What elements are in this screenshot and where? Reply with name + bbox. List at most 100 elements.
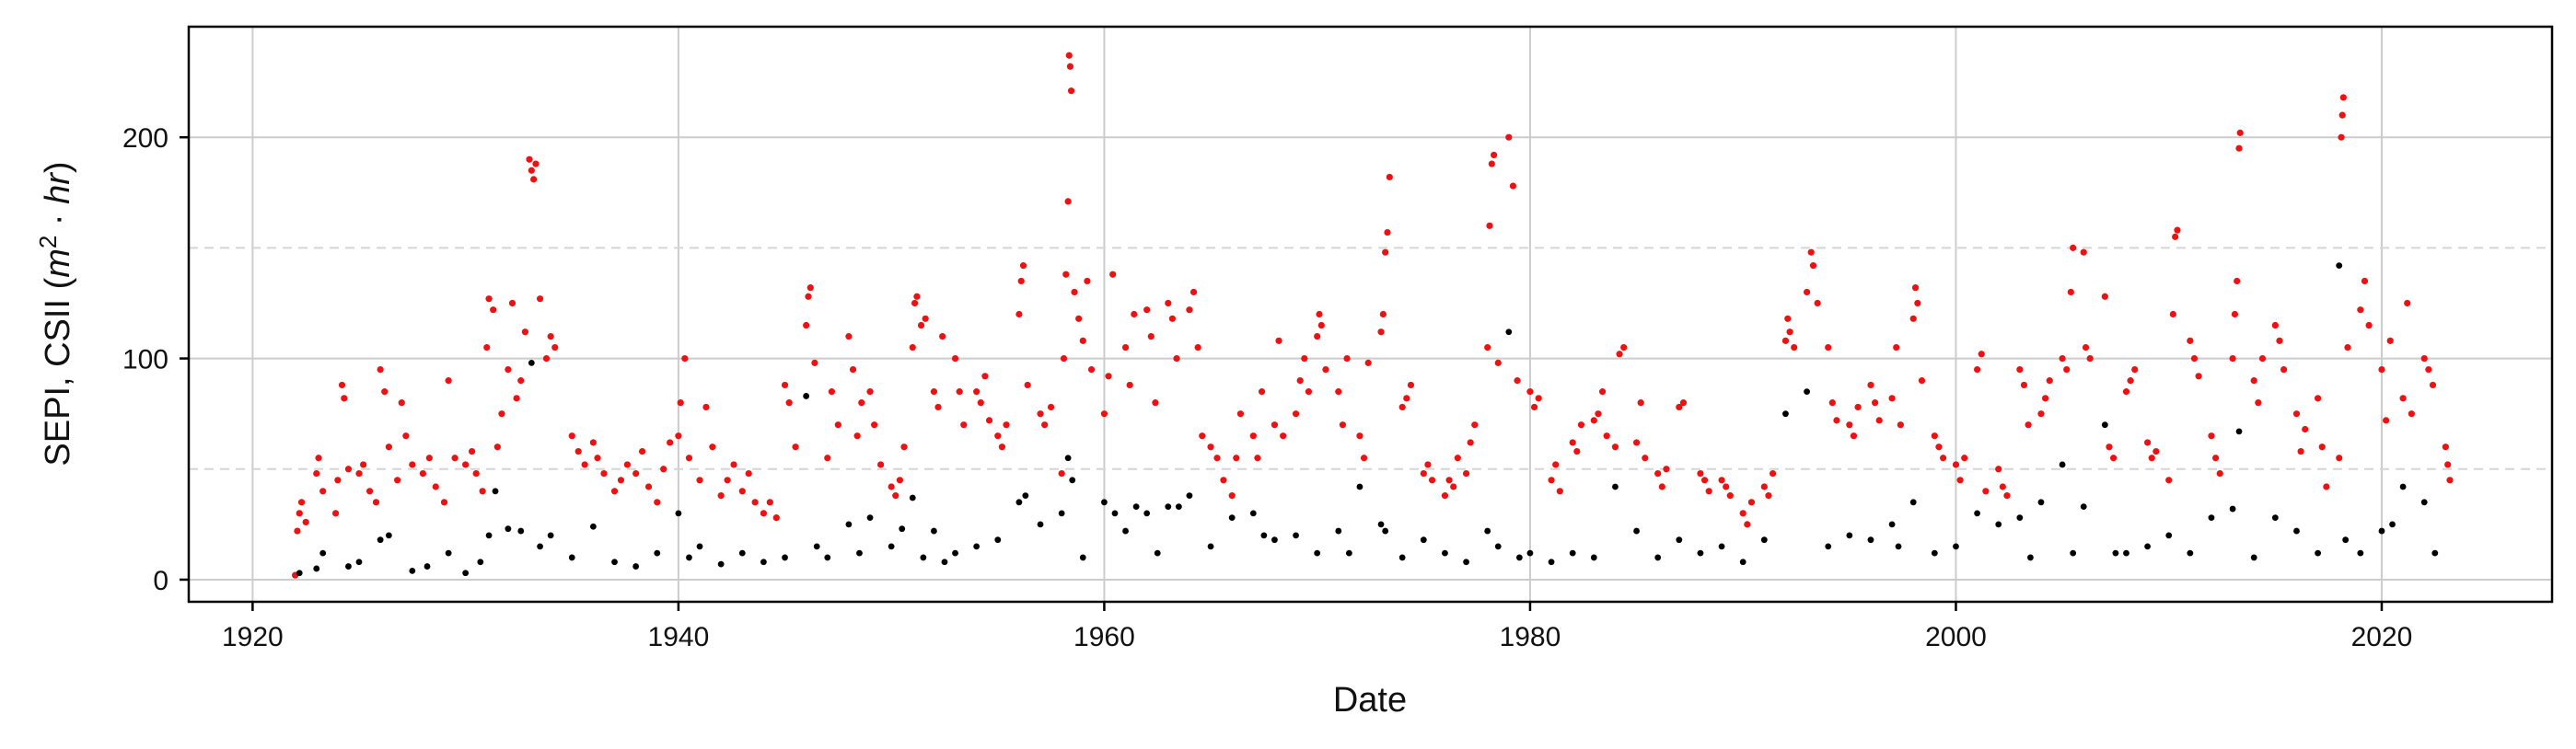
csii-point — [1718, 543, 1725, 550]
sepi-point — [1360, 455, 1368, 462]
sepi-point — [985, 417, 993, 424]
csii-point — [1633, 527, 1640, 535]
sepi-point — [1679, 399, 1688, 407]
csii-point — [1382, 527, 1389, 535]
y-tick-label: 0 — [153, 566, 168, 596]
sepi-point — [1471, 421, 1479, 429]
sepi-point — [1364, 359, 1372, 366]
sepi-point — [685, 455, 693, 462]
sepi-point — [2292, 410, 2301, 418]
sepi-point — [2020, 381, 2028, 389]
csii-point — [1207, 543, 1214, 550]
sepi-point — [930, 388, 938, 396]
csii-point — [1022, 492, 1029, 500]
sepi-point — [2378, 365, 2385, 374]
sepi-point — [960, 421, 968, 429]
sepi-point — [1062, 271, 1070, 278]
sepi-point — [2442, 444, 2449, 451]
csii-point — [2293, 527, 2300, 535]
sepi-point — [724, 477, 731, 484]
sepi-point — [1486, 222, 1493, 229]
sepi-point — [1595, 410, 1602, 418]
csii-point — [1494, 543, 1502, 550]
sepi-point — [1316, 310, 1323, 318]
sepi-point — [2037, 410, 2045, 418]
sepi-point — [1791, 343, 1798, 351]
sepi-point — [440, 499, 448, 506]
sepi-point — [1952, 461, 1960, 468]
sepi-point — [2336, 455, 2343, 462]
sepi-point — [366, 488, 374, 495]
sepi-point — [594, 455, 601, 462]
sepi-point — [849, 365, 857, 374]
x-tick-label: 2020 — [2351, 622, 2413, 652]
sepi-point — [1207, 444, 1214, 451]
sepi-point — [1658, 483, 1665, 490]
y-tick-label: 100 — [122, 345, 168, 375]
sepi-point — [900, 444, 908, 451]
sepi-point — [1220, 477, 1227, 484]
sepi-point — [2131, 365, 2139, 374]
sepi-point — [302, 518, 309, 526]
sepi-point — [2025, 421, 2032, 429]
sepi-point — [2063, 365, 2071, 374]
sepi-point — [1386, 173, 1393, 181]
sepi-point — [1999, 483, 2006, 490]
sepi-point — [675, 432, 682, 440]
sepi-point — [896, 477, 904, 484]
sepi-point — [1194, 343, 1201, 351]
csii-point — [528, 359, 535, 366]
sepi-point — [1305, 388, 1313, 396]
sepi-point — [1152, 399, 1159, 407]
csii-point — [1293, 532, 1299, 539]
sepi-point — [1249, 432, 1257, 440]
csii-point — [1548, 559, 1555, 566]
csii-point — [1974, 510, 1980, 517]
csii-point — [424, 563, 431, 570]
csii-point — [1953, 543, 1959, 550]
sepi-point — [2361, 277, 2369, 285]
sepi-point — [2420, 354, 2428, 363]
csii-point — [1058, 510, 1065, 517]
sepi-point — [490, 306, 497, 314]
sepi-point — [806, 284, 814, 292]
sepi-point — [1747, 499, 1756, 506]
sepi-point — [1258, 388, 1266, 396]
sepi-point — [296, 510, 303, 517]
csii-point — [2080, 503, 2087, 511]
csii-point — [1995, 521, 2002, 528]
csii-point — [1463, 559, 1469, 566]
sepi-point — [1850, 432, 1858, 440]
sepi-point — [709, 444, 716, 451]
sepi-point — [876, 461, 885, 468]
csii-point — [845, 521, 853, 528]
sepi-point — [956, 388, 963, 396]
sepi-point — [892, 492, 899, 500]
sepi-point — [1233, 455, 1240, 462]
sepi-point — [2338, 133, 2345, 141]
sepi-point — [1066, 63, 1074, 70]
sepi-point — [1978, 351, 1985, 358]
sepi-point — [385, 444, 392, 451]
csii-point — [1186, 492, 1193, 500]
sepi-point — [528, 167, 535, 174]
csii-point — [973, 543, 981, 550]
sepi-point — [1322, 365, 1329, 374]
sepi-point — [1275, 337, 1282, 344]
sepi-point — [1488, 160, 1495, 167]
sepi-point — [792, 444, 799, 451]
sepi-point — [2258, 354, 2267, 363]
sepi-point — [536, 295, 544, 303]
sepi-point — [1705, 488, 1712, 495]
csii-point — [1420, 536, 1427, 544]
csii-point — [696, 543, 703, 550]
csii-point — [1228, 514, 1236, 522]
sepi-point — [600, 469, 608, 478]
sepi-point — [1765, 492, 1772, 500]
sepi-point — [917, 321, 925, 329]
csii-point — [2070, 549, 2077, 557]
sepi-point — [589, 439, 597, 446]
sepi-point — [1105, 373, 1112, 380]
sepi-point — [913, 293, 921, 300]
